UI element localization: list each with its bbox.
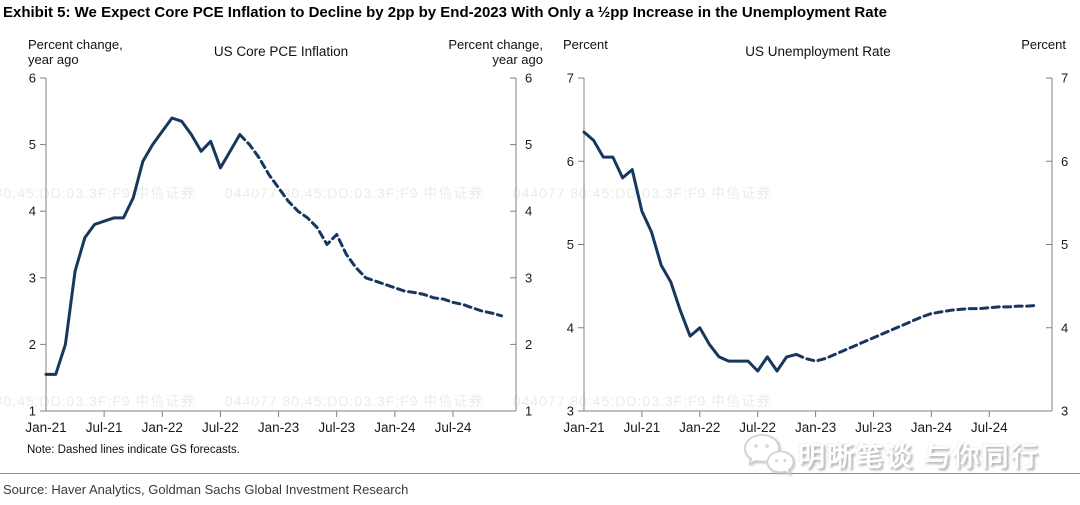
y-axis-unit-left-chart1: Percent change, year ago <box>28 37 123 67</box>
chart-title-core-pce: US Core PCE Inflation <box>213 44 349 59</box>
x-tick-label: Jan-22 <box>142 420 183 435</box>
x-tick-label: Jul-22 <box>739 420 776 435</box>
y-tick-label-left: 6 <box>567 154 574 169</box>
x-tick-label: Jul-22 <box>202 420 239 435</box>
x-tick-label: Jul-23 <box>318 420 355 435</box>
y-tick-label-left: 1 <box>29 404 36 419</box>
y-axis-unit-right-chart1: Percent change, year ago <box>448 37 543 67</box>
security-watermark-row: 044077 80:45:DD:03:3F:F9 中信证券 044077 80:… <box>0 393 772 409</box>
x-tick-label: Jan-23 <box>795 420 836 435</box>
x-tick-label: Jul-23 <box>855 420 892 435</box>
brand-watermark: 明晰笔谈 与你同行 <box>742 433 1040 475</box>
y-tick-label-right: 2 <box>525 337 532 352</box>
y-tick-label-right: 5 <box>1061 237 1068 252</box>
y-tick-label-right: 3 <box>525 270 532 285</box>
y-tick-label-right: 5 <box>525 137 532 152</box>
y-tick-label-left: 5 <box>29 137 36 152</box>
series-line-forecast <box>238 133 503 318</box>
y-tick-label-left: 7 <box>567 71 574 86</box>
source-text: Source: Haver Analytics, Goldman Sachs G… <box>3 482 409 497</box>
x-tick-label: Jan-23 <box>258 420 299 435</box>
y-axis-unit-left-chart2: Percent <box>563 37 608 52</box>
y-axis-unit-right-chart2: Percent <box>1021 37 1066 52</box>
x-tick-label: Jan-24 <box>911 420 953 435</box>
y-tick-label-left: 4 <box>567 320 574 335</box>
y-tick-label-right: 1 <box>525 404 532 419</box>
y-tick-label-left: 3 <box>29 270 36 285</box>
brand-watermark-text: 明晰笔谈 与你同行 <box>798 441 1040 472</box>
series-line-actual <box>582 130 798 373</box>
y-tick-label-right: 4 <box>525 204 532 219</box>
x-tick-label: Jan-24 <box>374 420 416 435</box>
x-tick-label: Jul-21 <box>86 420 123 435</box>
y-tick-label-left: 6 <box>29 71 36 86</box>
x-tick-label: Jul-21 <box>624 420 661 435</box>
chart-title-unemployment: US Unemployment Rate <box>745 44 891 59</box>
exhibit-title: Exhibit 5: We Expect Core PCE Inflation … <box>3 4 887 21</box>
y-tick-label-left: 3 <box>567 404 574 419</box>
x-tick-label: Jan-22 <box>679 420 720 435</box>
y-tick-label-right: 6 <box>1061 154 1068 169</box>
y-tick-label-left: 4 <box>29 204 36 219</box>
y-tick-label-right: 3 <box>1061 404 1068 419</box>
series-line-actual <box>44 116 242 376</box>
y-tick-label-left: 2 <box>29 337 36 352</box>
security-watermark-row: 044077 80:45:DD:03:3F:F9 中信证券 044077 80:… <box>0 185 772 201</box>
note-text: Note: Dashed lines indicate GS forecasts… <box>27 444 240 456</box>
y-tick-label-right: 7 <box>1061 71 1068 86</box>
y-tick-label-right: 4 <box>1061 320 1068 335</box>
x-tick-label: Jul-24 <box>435 420 472 435</box>
series-line-forecast <box>794 303 1039 363</box>
separator-line <box>0 473 1080 474</box>
wechat-icon <box>744 434 794 475</box>
x-tick-label: Jan-21 <box>563 420 604 435</box>
x-tick-label: Jul-24 <box>971 420 1008 435</box>
x-tick-label: Jan-21 <box>25 420 66 435</box>
y-tick-label-left: 5 <box>567 237 574 252</box>
y-tick-label-right: 6 <box>525 71 532 86</box>
